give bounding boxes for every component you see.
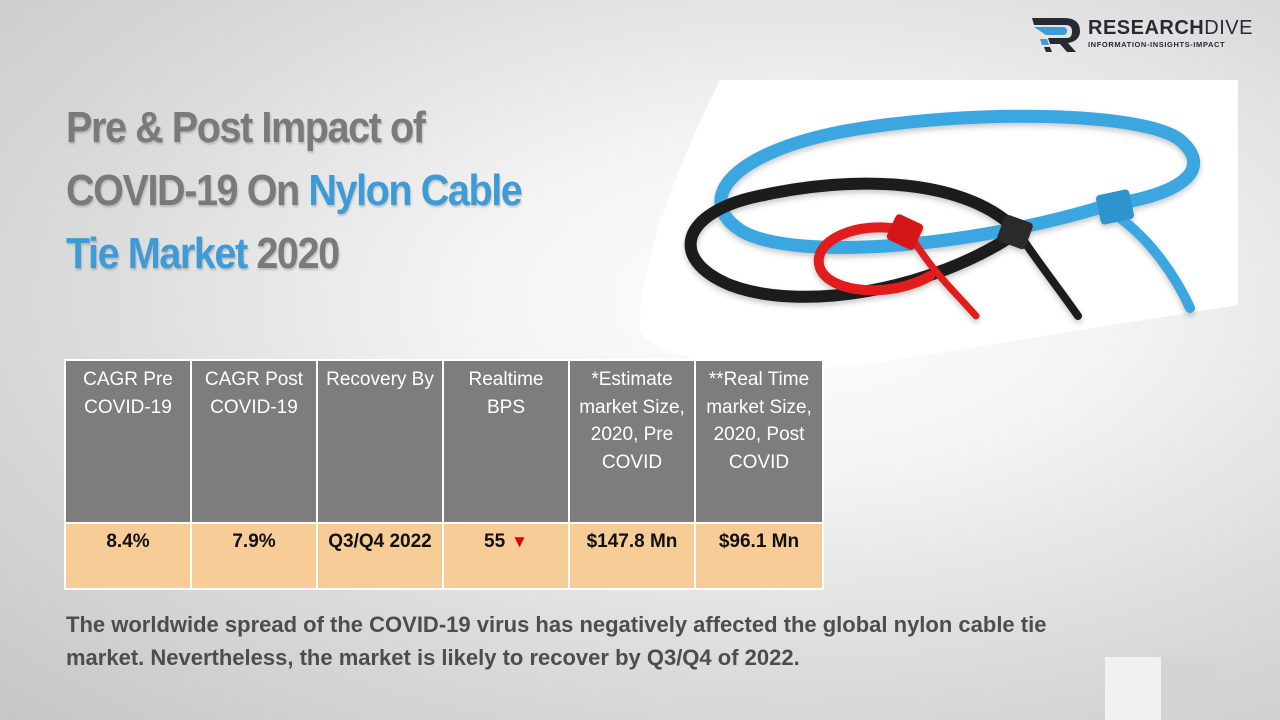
black-tie-head (997, 214, 1033, 250)
research-dive-logo: RESEARCHDIVE INFORMATION-INSIGHTS-IMPACT (1030, 14, 1260, 56)
blue-tie-tail (1115, 213, 1195, 313)
black-tie-tail (1018, 234, 1082, 320)
table-header-row: CAGR Pre COVID-19 CAGR Post COVID-19 Rec… (64, 359, 824, 524)
title-line-3-suffix: 2020 (246, 229, 340, 278)
bps-value: 55 (484, 531, 506, 552)
title-line-3: Tie Market 2020 (66, 222, 570, 285)
red-tie-head (886, 214, 924, 250)
header-realtime-bps: Realtime BPS (442, 359, 570, 524)
header-market-post: **Real Time market Size, 2020, Post COVI… (694, 359, 824, 524)
table-row: 8.4% 7.9% Q3/Q4 2022 55 ▼ $147.8 Mn $96.1… (64, 522, 824, 590)
logo-mark-icon (1032, 18, 1080, 52)
cell-recovery: Q3/Q4 2022 (316, 522, 444, 590)
blue-tie-head (1095, 189, 1135, 225)
blue-tie-loop (714, 109, 1200, 254)
logo-name-light: DIVE (1204, 17, 1253, 39)
cable-ties-photo (640, 80, 1238, 368)
header-recovery: Recovery By (316, 359, 444, 524)
logo-name-bold: RESEARCH (1088, 17, 1205, 39)
logo-wordmark: RESEARCHDIVE (1088, 17, 1253, 40)
decorative-square-dark (1161, 657, 1217, 720)
red-tie-tail (908, 234, 980, 320)
impact-table: CAGR Pre COVID-19 CAGR Post COVID-19 Rec… (64, 359, 824, 590)
header-market-pre: *Estimate market Size, 2020, Pre COVID (568, 359, 696, 524)
title-line-3-accent: Tie Market (66, 229, 248, 278)
red-tie-loop (813, 222, 935, 296)
header-cagr-post: CAGR Post COVID-19 (190, 359, 318, 524)
cell-cagr-post: 7.9% (190, 522, 318, 590)
title-line-2-prefix: COVID-19 On (66, 166, 309, 215)
title-line-2: COVID-19 On Nylon Cable (66, 159, 570, 222)
title-line-1: Pre & Post Impact of (66, 103, 426, 152)
cell-realtime-bps: 55 ▼ (442, 522, 570, 590)
decorative-square-light (1105, 657, 1161, 720)
title-line-2-accent: Nylon Cable (308, 166, 522, 215)
header-cagr-pre: CAGR Pre COVID-19 (64, 359, 192, 524)
down-triangle-icon: ▼ (511, 532, 528, 551)
logo-tagline: INFORMATION-INSIGHTS-IMPACT (1088, 40, 1226, 49)
summary-text: The worldwide spread of the COVID-19 vir… (66, 612, 1047, 670)
cell-market-pre: $147.8 Mn (568, 522, 696, 590)
cell-cagr-pre: 8.4% (64, 522, 192, 590)
page-title: Pre & Post Impact of COVID-19 On Nylon C… (66, 96, 570, 285)
cell-market-post: $96.1 Mn (694, 522, 824, 590)
